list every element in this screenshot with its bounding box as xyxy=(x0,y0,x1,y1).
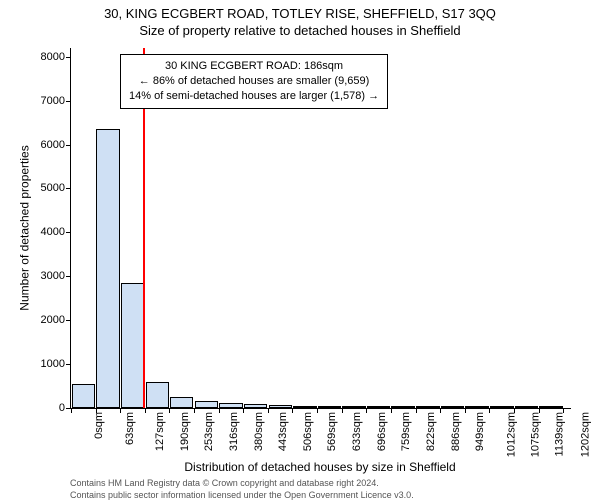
x-tick-label: 0sqm xyxy=(93,412,105,439)
histogram-bar xyxy=(318,406,341,408)
x-tick-mark xyxy=(145,408,146,413)
histogram-bar xyxy=(465,406,488,408)
x-tick-mark xyxy=(120,408,121,413)
x-tick-mark xyxy=(465,408,466,413)
title-line-1: 30, KING ECGBERT ROAD, TOTLEY RISE, SHEF… xyxy=(0,6,600,23)
x-tick-mark xyxy=(563,408,564,413)
histogram-bar xyxy=(293,406,317,408)
x-tick-mark xyxy=(194,408,195,413)
x-tick-mark xyxy=(539,408,540,413)
x-tick-mark xyxy=(71,408,72,413)
x-tick-label: 569sqm xyxy=(327,412,339,451)
x-tick-label: 886sqm xyxy=(450,412,462,451)
histogram-bar xyxy=(539,406,562,408)
x-tick-mark xyxy=(440,408,441,413)
annotation-box: 30 KING ECGBERT ROAD: 186sqm ← 86% of de… xyxy=(120,54,388,109)
y-tick-label: 5000 xyxy=(41,182,71,194)
x-tick-mark xyxy=(342,408,343,413)
x-tick-label: 1075sqm xyxy=(530,412,542,457)
histogram-bar xyxy=(391,406,415,408)
histogram-bar xyxy=(490,406,514,408)
chart-container: 30, KING ECGBERT ROAD, TOTLEY RISE, SHEF… xyxy=(0,0,600,500)
credits-line-1: Contains HM Land Registry data © Crown c… xyxy=(70,478,570,490)
title-line-2: Size of property relative to detached ho… xyxy=(0,23,600,40)
x-tick-label: 822sqm xyxy=(425,412,437,451)
x-tick-label: 633sqm xyxy=(351,412,363,451)
histogram-bar xyxy=(121,283,144,408)
y-tick-label: 3000 xyxy=(41,270,71,282)
y-tick-label: 6000 xyxy=(41,139,71,151)
x-tick-label: 190sqm xyxy=(179,412,191,451)
x-tick-label: 316sqm xyxy=(228,412,240,451)
x-tick-label: 1202sqm xyxy=(579,412,591,457)
histogram-bar xyxy=(170,397,193,408)
histogram-bar xyxy=(244,404,267,408)
annotation-line-2: ← 86% of detached houses are smaller (9,… xyxy=(129,74,379,89)
x-tick-mark xyxy=(317,408,318,413)
annotation-line-1: 30 KING ECGBERT ROAD: 186sqm xyxy=(129,59,379,74)
x-tick-mark xyxy=(268,408,269,413)
y-tick-label: 4000 xyxy=(41,226,71,238)
x-tick-label: 1139sqm xyxy=(554,412,566,456)
histogram-bar xyxy=(195,401,219,408)
x-tick-mark xyxy=(292,408,293,413)
annotation-line-3: 14% of semi-detached houses are larger (… xyxy=(129,89,379,104)
y-tick-label: 8000 xyxy=(41,51,71,63)
x-tick-mark xyxy=(391,408,392,413)
x-tick-label: 1012sqm xyxy=(505,412,517,457)
x-tick-mark xyxy=(169,408,170,413)
x-tick-label: 127sqm xyxy=(155,412,167,451)
x-tick-mark xyxy=(416,408,417,413)
x-tick-label: 443sqm xyxy=(278,412,290,451)
y-tick-label: 0 xyxy=(59,402,71,414)
y-axis-label: Number of detached properties xyxy=(18,145,32,310)
x-tick-label: 253sqm xyxy=(204,412,216,451)
histogram-bar xyxy=(96,129,120,408)
x-tick-label: 380sqm xyxy=(253,412,265,451)
credits-block: Contains HM Land Registry data © Crown c… xyxy=(70,478,570,500)
title-block: 30, KING ECGBERT ROAD, TOTLEY RISE, SHEF… xyxy=(0,0,600,40)
x-tick-mark xyxy=(96,408,97,413)
y-tick-label: 2000 xyxy=(41,314,71,326)
x-tick-mark xyxy=(366,408,367,413)
histogram-bar xyxy=(219,403,242,408)
histogram-bar xyxy=(269,405,292,408)
x-axis-label: Distribution of detached houses by size … xyxy=(70,460,570,474)
histogram-bar xyxy=(146,382,169,408)
histogram-bar xyxy=(515,406,538,408)
histogram-bar xyxy=(416,406,439,408)
x-tick-label: 506sqm xyxy=(302,412,314,451)
x-tick-mark xyxy=(219,408,220,413)
histogram-bar xyxy=(72,384,95,408)
y-axis-label-container: Number of detached properties xyxy=(18,48,32,408)
y-tick-label: 7000 xyxy=(41,95,71,107)
y-tick-label: 1000 xyxy=(41,358,71,370)
credits-line-2: Contains public sector information licen… xyxy=(70,490,570,500)
x-tick-mark xyxy=(243,408,244,413)
x-tick-label: 63sqm xyxy=(124,412,136,445)
x-tick-label: 949sqm xyxy=(474,412,486,451)
histogram-bar xyxy=(342,406,365,408)
x-tick-mark xyxy=(489,408,490,413)
x-tick-label: 696sqm xyxy=(376,412,388,451)
x-tick-mark xyxy=(514,408,515,413)
x-tick-label: 759sqm xyxy=(400,412,412,451)
histogram-bar xyxy=(367,406,390,408)
histogram-bar xyxy=(441,406,464,408)
